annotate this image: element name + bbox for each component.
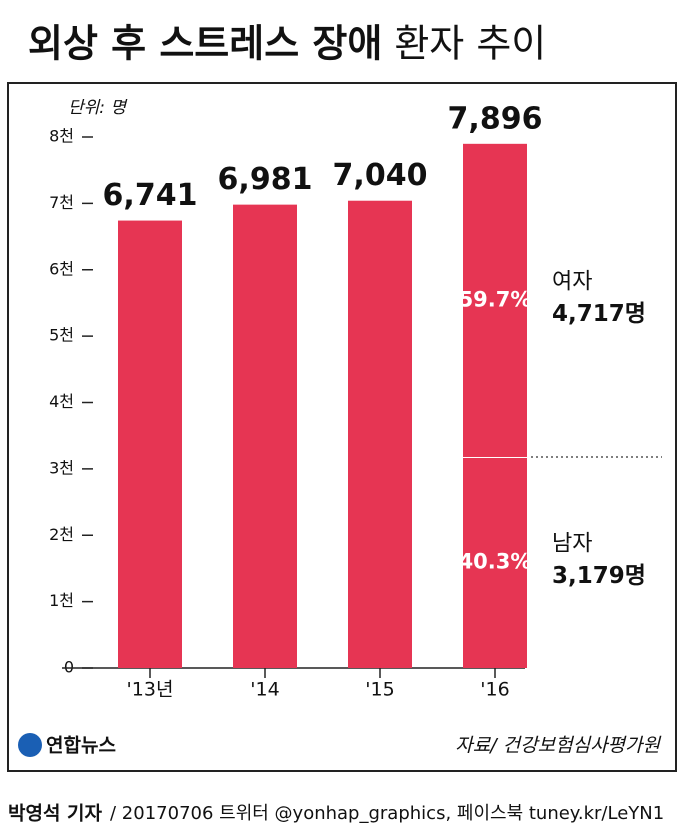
value-label: 7,040 — [333, 158, 428, 193]
segment-name: 남자 — [552, 531, 592, 556]
logo: 연합뉴스 — [46, 735, 116, 757]
logo-icon — [18, 733, 42, 757]
byline-author: 박영석 기자 — [8, 803, 103, 825]
x-tick-label: '15 — [365, 679, 394, 701]
x-tick-label: '13년 — [127, 679, 174, 701]
chart-title: 외상 후 스트레스 장애 — [28, 22, 382, 66]
byline: / 20170706 트위터 @yonhap_graphics, 페이스북 tu… — [110, 803, 664, 824]
y-tick-label: 1천 — [49, 591, 74, 610]
value-label: 7,896 — [448, 101, 543, 136]
unit-label: 단위: 명 — [68, 98, 128, 118]
bar — [348, 200, 412, 668]
y-tick-label: 5천 — [49, 326, 74, 345]
bar — [118, 220, 182, 668]
chart-title-light: 환자 추이 — [394, 22, 546, 66]
value-label: 6,981 — [218, 162, 313, 197]
y-tick-label: 7천 — [49, 193, 74, 212]
segment-name: 여자 — [552, 269, 592, 294]
source: 자료/ 건강보험심사평가원 — [455, 735, 661, 757]
share-label: 59.7% — [459, 287, 532, 311]
frame — [7, 82, 677, 772]
segment-value: 4,717명 — [552, 301, 646, 327]
value-label: 6,741 — [103, 178, 198, 213]
y-tick-label: 8천 — [49, 127, 74, 146]
bar — [233, 204, 297, 669]
bar-segment — [463, 456, 527, 668]
x-tick-label: '14 — [250, 679, 279, 701]
y-tick-label: 3천 — [49, 458, 74, 477]
share-label: 40.3% — [459, 549, 532, 573]
y-tick-label: 4천 — [49, 392, 74, 411]
y-tick-label: 2천 — [49, 525, 74, 544]
segment-value: 3,179명 — [552, 563, 646, 589]
x-tick-label: '16 — [480, 679, 509, 701]
y-tick-label: 6천 — [49, 259, 74, 278]
bar-segment — [463, 143, 527, 457]
y-tick-label: 0 — [64, 658, 74, 677]
